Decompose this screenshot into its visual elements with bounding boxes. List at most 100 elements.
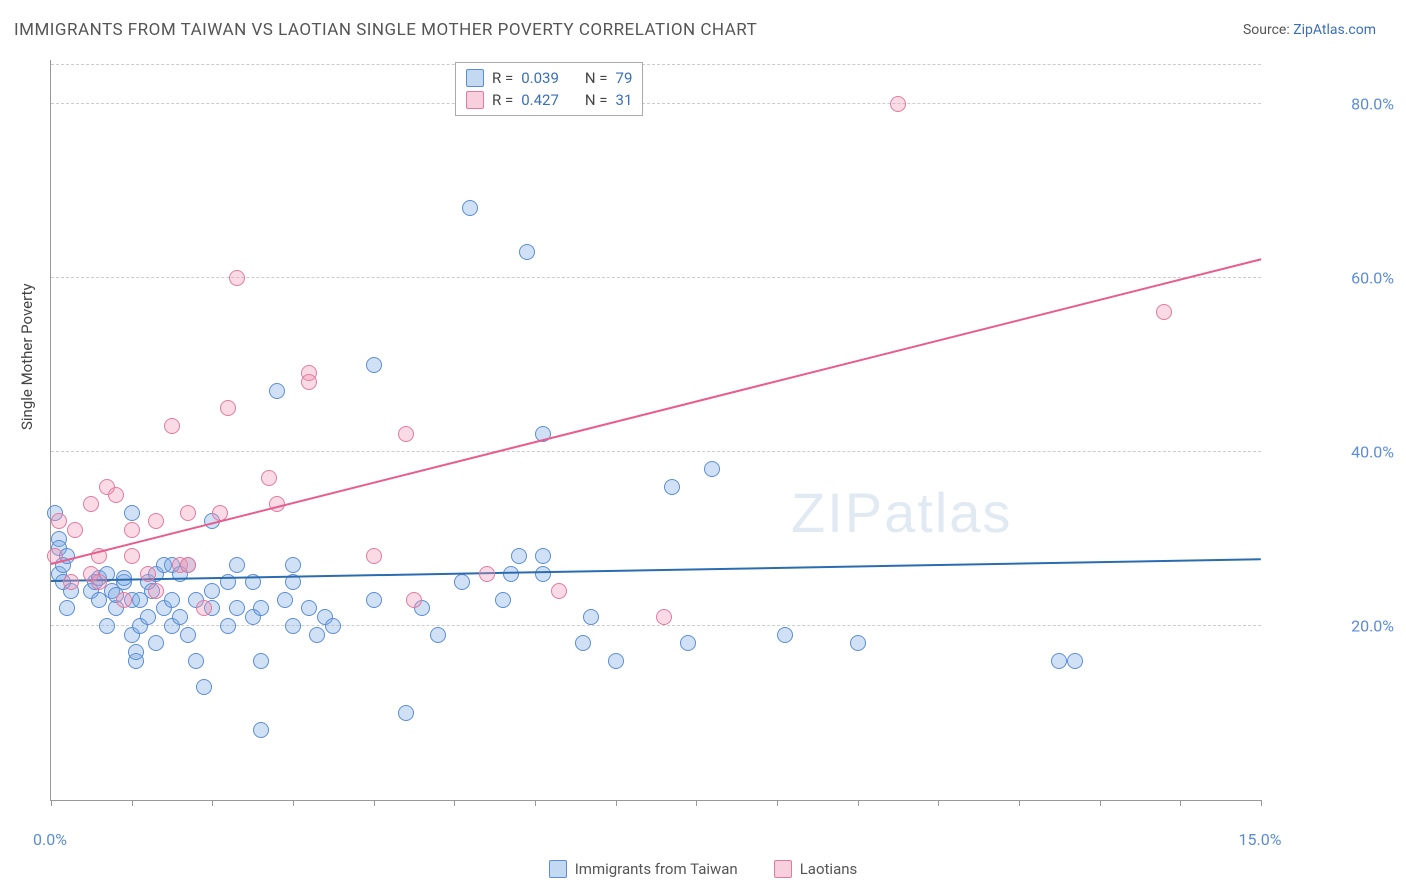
- data-point: [124, 505, 140, 521]
- data-point: [680, 635, 696, 651]
- x-tick: [1180, 800, 1181, 806]
- data-point: [277, 592, 293, 608]
- x-tick: [777, 800, 778, 806]
- swatch-blue-icon: [549, 860, 567, 878]
- data-point: [148, 583, 164, 599]
- x-tick: [212, 800, 213, 806]
- data-point: [148, 635, 164, 651]
- data-point: [180, 557, 196, 573]
- data-point: [196, 679, 212, 695]
- legend-r-label: R =: [492, 69, 513, 87]
- legend-correlation: R = 0.039 N = 79 R = 0.427 N = 31: [455, 62, 643, 116]
- data-point: [535, 566, 551, 582]
- swatch-pink-icon: [774, 860, 792, 878]
- data-point: [220, 618, 236, 634]
- source-attribution: Source: ZipAtlas.com: [1243, 22, 1376, 38]
- data-point: [301, 600, 317, 616]
- data-point: [59, 600, 75, 616]
- x-tick: [1100, 800, 1101, 806]
- legend-item-taiwan: Immigrants from Taiwan: [549, 860, 738, 878]
- data-point: [180, 627, 196, 643]
- data-point: [398, 426, 414, 442]
- x-tick: [858, 800, 859, 806]
- data-point: [850, 635, 866, 651]
- data-point: [180, 505, 196, 521]
- legend-n-value-blue: 79: [616, 69, 633, 87]
- legend-n-label: N =: [585, 91, 608, 109]
- legend-r-value-blue: 0.039: [521, 69, 559, 87]
- data-point: [128, 644, 144, 660]
- data-point: [1156, 304, 1172, 320]
- scatter-plot: ZIPatlas: [50, 60, 1261, 801]
- data-point: [164, 592, 180, 608]
- data-point: [253, 722, 269, 738]
- data-point: [575, 635, 591, 651]
- data-point: [253, 653, 269, 669]
- x-tick: [1261, 800, 1262, 806]
- x-tick: [132, 800, 133, 806]
- data-point: [124, 522, 140, 538]
- data-point: [535, 548, 551, 564]
- data-point: [220, 400, 236, 416]
- data-point: [309, 627, 325, 643]
- legend-row-laotian: R = 0.427 N = 31: [466, 89, 632, 111]
- data-point: [1051, 653, 1067, 669]
- data-point: [551, 583, 567, 599]
- data-point: [301, 374, 317, 390]
- data-point: [325, 618, 341, 634]
- x-tick-label: 0.0%: [33, 830, 67, 849]
- data-point: [777, 627, 793, 643]
- data-point: [67, 522, 83, 538]
- data-point: [164, 418, 180, 434]
- data-point: [656, 609, 672, 625]
- data-point: [99, 618, 115, 634]
- data-point: [229, 270, 245, 286]
- data-point: [430, 627, 446, 643]
- data-point: [664, 479, 680, 495]
- data-point: [229, 557, 245, 573]
- y-axis-label: Single Mother Poverty: [18, 283, 36, 430]
- x-tick: [535, 800, 536, 806]
- x-tick: [696, 800, 697, 806]
- y-tick-label: 20.0%: [1351, 616, 1394, 635]
- data-point: [108, 487, 124, 503]
- gridline: [51, 103, 1261, 104]
- data-point: [91, 574, 107, 590]
- data-point: [511, 548, 527, 564]
- data-point: [366, 548, 382, 564]
- x-tick: [1019, 800, 1020, 806]
- data-point: [479, 566, 495, 582]
- legend-row-taiwan: R = 0.039 N = 79: [466, 67, 632, 89]
- data-point: [196, 600, 212, 616]
- chart-title: IMMIGRANTS FROM TAIWAN VS LAOTIAN SINGLE…: [14, 20, 757, 40]
- data-point: [261, 470, 277, 486]
- x-tick: [616, 800, 617, 806]
- x-tick: [51, 800, 52, 806]
- legend-label: Immigrants from Taiwan: [575, 860, 738, 878]
- data-point: [63, 574, 79, 590]
- gridline: [51, 451, 1261, 452]
- source-link[interactable]: ZipAtlas.com: [1293, 22, 1376, 38]
- y-tick-label: 40.0%: [1351, 442, 1394, 461]
- data-point: [116, 592, 132, 608]
- data-point: [148, 513, 164, 529]
- data-point: [519, 244, 535, 260]
- source-prefix: Source:: [1243, 22, 1293, 38]
- data-point: [583, 609, 599, 625]
- data-point: [83, 496, 99, 512]
- data-point: [140, 566, 156, 582]
- legend-item-laotian: Laotians: [774, 860, 858, 878]
- x-tick: [374, 800, 375, 806]
- legend-series: Immigrants from Taiwan Laotians: [0, 860, 1406, 878]
- data-point: [366, 357, 382, 373]
- data-point: [495, 592, 511, 608]
- x-tick-label: 15.0%: [1239, 830, 1282, 849]
- data-point: [454, 574, 470, 590]
- data-point: [269, 383, 285, 399]
- data-point: [1067, 653, 1083, 669]
- legend-label: Laotians: [800, 860, 858, 878]
- data-point: [253, 600, 269, 616]
- swatch-pink-icon: [466, 91, 484, 109]
- data-point: [704, 461, 720, 477]
- data-point: [285, 557, 301, 573]
